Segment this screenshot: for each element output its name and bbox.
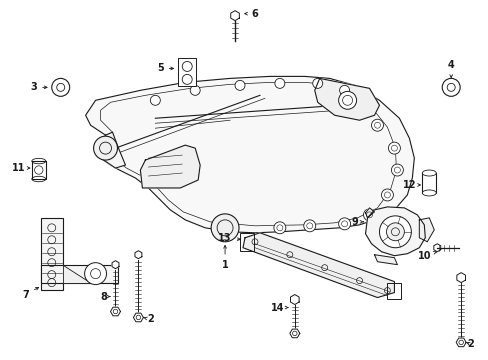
Text: 8: 8 — [100, 292, 110, 302]
Circle shape — [312, 78, 322, 88]
Text: 2: 2 — [466, 339, 473, 349]
Polygon shape — [289, 329, 299, 338]
Polygon shape — [314, 78, 379, 120]
Text: 14: 14 — [270, 302, 287, 312]
Polygon shape — [433, 244, 440, 252]
Text: 1: 1 — [221, 246, 228, 270]
Polygon shape — [290, 294, 299, 305]
Polygon shape — [140, 145, 200, 188]
Circle shape — [303, 220, 315, 232]
Circle shape — [371, 119, 383, 131]
Ellipse shape — [422, 190, 435, 196]
Circle shape — [93, 136, 117, 160]
Circle shape — [338, 91, 356, 109]
Polygon shape — [365, 207, 425, 256]
Text: 5: 5 — [157, 63, 173, 73]
Ellipse shape — [422, 170, 435, 176]
Circle shape — [379, 216, 410, 248]
Polygon shape — [419, 218, 433, 242]
Circle shape — [338, 218, 350, 230]
Bar — [32, 161, 46, 179]
Polygon shape — [110, 307, 120, 316]
Text: 11: 11 — [12, 163, 30, 173]
Polygon shape — [62, 265, 90, 283]
Circle shape — [274, 78, 285, 88]
Text: 2: 2 — [144, 314, 153, 324]
Circle shape — [235, 80, 244, 90]
Text: 3: 3 — [30, 82, 47, 93]
Polygon shape — [374, 255, 397, 265]
Circle shape — [190, 85, 200, 95]
Circle shape — [84, 263, 106, 285]
Polygon shape — [230, 11, 239, 21]
Bar — [386, 283, 401, 298]
Text: 12: 12 — [402, 180, 420, 190]
Circle shape — [150, 95, 160, 105]
Circle shape — [386, 223, 404, 241]
Bar — [41, 265, 118, 283]
Polygon shape — [365, 208, 374, 218]
Polygon shape — [133, 313, 143, 322]
Text: 6: 6 — [244, 9, 258, 19]
Circle shape — [363, 209, 375, 221]
Text: 10: 10 — [417, 251, 436, 261]
Circle shape — [273, 222, 285, 234]
Text: 4: 4 — [447, 60, 454, 77]
Text: 13: 13 — [218, 233, 240, 243]
Polygon shape — [456, 273, 465, 283]
Polygon shape — [135, 251, 142, 259]
Circle shape — [211, 214, 239, 242]
Circle shape — [387, 142, 400, 154]
Bar — [178, 58, 196, 86]
Bar — [240, 233, 253, 251]
Circle shape — [339, 85, 349, 95]
Text: 9: 9 — [350, 217, 363, 227]
Polygon shape — [455, 338, 465, 347]
Bar — [41, 218, 62, 289]
Circle shape — [381, 189, 393, 201]
Text: 7: 7 — [22, 287, 39, 300]
Polygon shape — [99, 132, 125, 168]
Polygon shape — [85, 76, 413, 233]
Bar — [422, 173, 435, 193]
Circle shape — [441, 78, 459, 96]
Circle shape — [390, 164, 403, 176]
Polygon shape — [112, 261, 119, 269]
Polygon shape — [243, 233, 394, 298]
Circle shape — [52, 78, 69, 96]
